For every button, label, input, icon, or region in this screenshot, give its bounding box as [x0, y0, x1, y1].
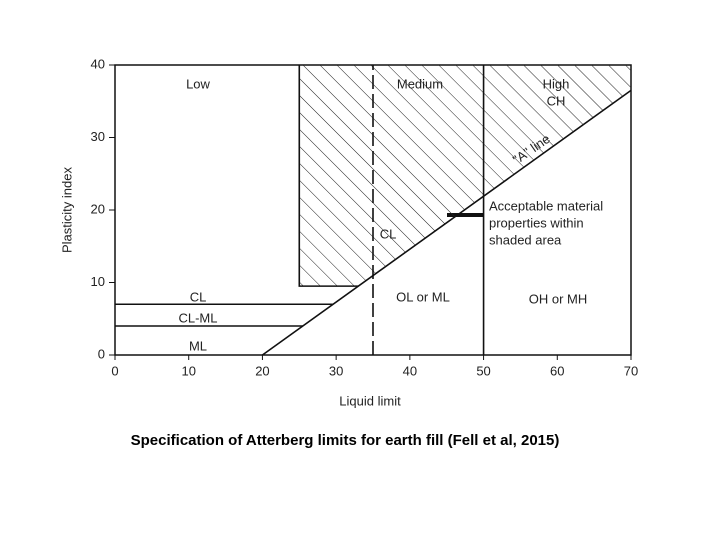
- x-axis-label: Liquid limit: [339, 393, 401, 408]
- y-tick-label: 10: [91, 274, 105, 289]
- y-tick-label: 0: [98, 346, 105, 361]
- region-label: CL-ML: [178, 310, 217, 325]
- boundary-line: [261, 89, 632, 356]
- shaded-region: [299, 65, 631, 287]
- x-tick-label: 0: [111, 363, 118, 378]
- x-tick-label: 60: [550, 363, 564, 378]
- region-label: OH or MH: [529, 291, 588, 306]
- y-tick-label: 40: [91, 56, 105, 71]
- x-tick-label: 40: [403, 363, 417, 378]
- region-label: ML: [189, 338, 207, 353]
- region-label: Medium: [397, 76, 443, 91]
- region-label: properties within: [489, 215, 584, 230]
- region-label: OL or ML: [396, 289, 450, 304]
- x-tick-label: 50: [476, 363, 490, 378]
- y-axis-label: Plasticity index: [59, 167, 74, 253]
- region-label: High: [543, 76, 570, 91]
- region-label: CH: [547, 93, 566, 108]
- y-tick-label: 20: [91, 201, 105, 216]
- x-tick-label: 30: [329, 363, 343, 378]
- y-tick-label: 30: [91, 129, 105, 144]
- x-tick-label: 20: [255, 363, 269, 378]
- region-label: Low: [186, 76, 210, 91]
- region-label: CL: [380, 226, 397, 241]
- boundary-line: [298, 65, 359, 287]
- region-label: shaded area: [489, 232, 562, 247]
- region-label: Acceptable material: [489, 198, 603, 213]
- x-tick-label: 70: [624, 363, 638, 378]
- x-tick-label: 10: [181, 363, 195, 378]
- caption: Specification of Atterberg limits for ea…: [131, 432, 560, 449]
- region-label: CL: [190, 289, 207, 304]
